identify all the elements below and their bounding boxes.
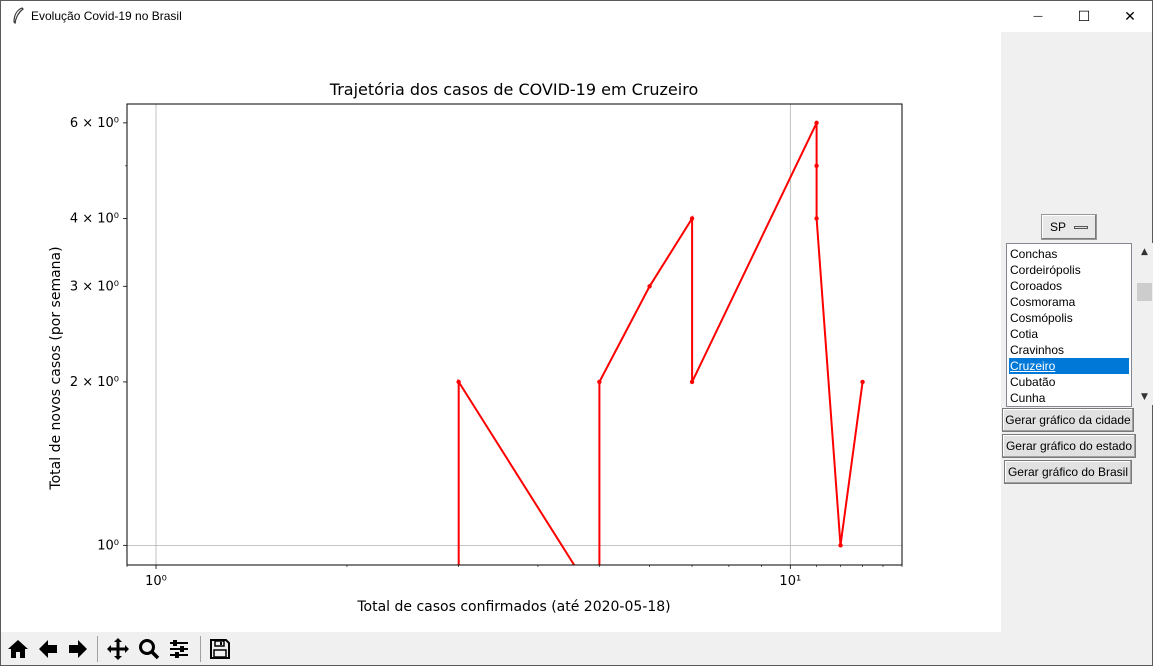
state-select-value: SP (1050, 220, 1067, 234)
data-point (814, 120, 819, 126)
scroll-thumb[interactable] (1137, 283, 1152, 301)
city-list-item[interactable]: Cubatão (1010, 375, 1056, 389)
navigation-toolbar (1, 632, 1152, 665)
maximize-button[interactable]: ☐ (1061, 1, 1107, 32)
dropdown-indicator-icon (1074, 226, 1088, 229)
data-point (814, 216, 819, 221)
back-icon (39, 640, 57, 658)
data-point (860, 379, 865, 385)
data-point (456, 379, 461, 385)
city-list-item[interactable]: Cravinhos (1010, 343, 1065, 357)
city-listbox[interactable]: Conchas Cordeirópolis Coroados Cosmorama Cos… (1006, 243, 1132, 407)
title-bar: Evolução Covid-19 no Brasil — ☐ ✕ (1, 1, 1152, 32)
city-chart-button[interactable]: Gerar gráfico da cidade (1002, 408, 1134, 432)
data-point (597, 379, 602, 385)
plot-canvas[interactable]: Trajetória dos casos de COVID-19 em Cruz… (1, 32, 1001, 632)
city-list-item[interactable]: Cosmorama (1010, 295, 1076, 309)
state-select[interactable]: SP (1041, 214, 1097, 240)
configure-button[interactable] (165, 635, 193, 663)
y-tick-label: 4 × 10⁰ (70, 211, 119, 226)
minimize-icon: — (1033, 11, 1043, 22)
city-list-item[interactable]: Coroados (1010, 279, 1063, 293)
city-list-item[interactable]: Cotia (1010, 327, 1039, 341)
scroll-up-icon[interactable]: ▲ (1141, 246, 1148, 257)
city-list-item[interactable]: Cordeirópolis (1010, 263, 1081, 277)
scroll-down-icon[interactable]: ▼ (1141, 391, 1148, 402)
minimize-button[interactable]: — (1015, 1, 1061, 32)
close-button[interactable]: ✕ (1107, 1, 1153, 32)
forward-icon (69, 640, 87, 658)
city-list-item[interactable]: Cosmópolis (1010, 311, 1073, 325)
brazil-chart-button[interactable]: Gerar gráfico do Brasil (1004, 460, 1132, 484)
series-line (457, 122, 864, 565)
data-point (838, 543, 843, 548)
close-icon: ✕ (1124, 8, 1136, 25)
save-icon (210, 639, 230, 659)
y-axis-label: Total de novos casos (por semana) (48, 246, 64, 490)
city-list-item[interactable]: Conchas (1010, 247, 1058, 261)
data-point (814, 163, 819, 169)
state-chart-button[interactable]: Gerar gráfico do estado (1002, 434, 1136, 458)
x-tick-label: 10¹ (779, 574, 801, 589)
pan-icon (107, 638, 129, 660)
zoom-icon (139, 639, 160, 660)
x-tick-label: 10⁰ (145, 574, 167, 589)
toolbar-separator (97, 636, 98, 662)
save-button[interactable] (206, 635, 234, 663)
line-chart: Trajetória dos casos de COVID-19 em Cruz… (48, 80, 903, 615)
window-title: Evolução Covid-19 no Brasil (31, 9, 182, 23)
city-list-item[interactable]: Cunha (1010, 391, 1046, 405)
y-tick-label: 6 × 10⁰ (70, 116, 119, 131)
configure-icon (170, 640, 188, 658)
toolbar-separator (200, 636, 201, 662)
home-button[interactable] (4, 635, 32, 663)
maximize-icon: ☐ (1077, 8, 1091, 25)
home-icon (8, 640, 28, 658)
y-tick-label: 3 × 10⁰ (70, 279, 119, 294)
y-tick-label: 10⁰ (97, 538, 119, 553)
data-point (689, 379, 695, 385)
data-point (647, 284, 652, 289)
pan-button[interactable] (104, 635, 132, 663)
feather-icon (13, 7, 24, 25)
zoom-button[interactable] (135, 635, 163, 663)
back-button[interactable] (34, 635, 62, 663)
axes-frame (126, 103, 903, 566)
chart-title: Trajetória dos casos de COVID-19 em Cruz… (329, 80, 698, 99)
city-list-item[interactable]: Cruzeiro (1009, 358, 1129, 374)
forward-button[interactable] (64, 635, 92, 663)
data-point (689, 216, 695, 221)
y-tick-label: 2 × 10⁰ (70, 375, 119, 390)
city-list-scrollbar[interactable]: ▲ ▼ (1136, 243, 1153, 405)
x-axis-label: Total de casos confirmados (até 2020-05-… (356, 599, 670, 615)
